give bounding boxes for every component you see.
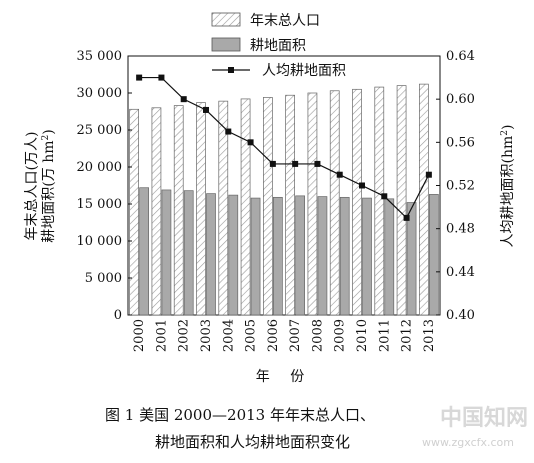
x-tick-label: 2006 (266, 319, 281, 352)
bar-population-2002 (173, 105, 184, 316)
bar-population-2000 (129, 108, 139, 316)
figure-caption-line-2: 耕地面积和人均耕地面积变化 (155, 433, 351, 451)
legend: 年末总人口 耕地面积 人均耕地面积 (211, 12, 346, 79)
bar-population-2004 (218, 100, 229, 316)
x-tick-label: 2012 (400, 319, 415, 352)
bar-farmland-2013 (429, 194, 439, 316)
bar-farmland-2011 (384, 198, 395, 316)
right-tick-label: 0.64 (446, 49, 475, 64)
left-axis-ticks: 0 5 000 10 000 15 000 20 000 25 000 30 000 35 0… (77, 49, 132, 323)
x-tick-label: 2001 (154, 319, 169, 352)
bar-farmland-2003 (206, 193, 216, 316)
bar-farmland-2004 (228, 194, 239, 316)
point-per-capita-2003 (203, 106, 209, 113)
bar-population-2007 (285, 94, 295, 316)
x-tick-label: 2000 (132, 319, 147, 352)
left-tick-label: 10 000 (77, 234, 123, 249)
right-tick-label: 0.48 (446, 222, 475, 237)
bar-farmland-2001 (161, 189, 172, 316)
right-tick-label: 0.52 (446, 179, 475, 194)
bar-population-2003 (196, 102, 206, 316)
bar-population-2009 (329, 90, 340, 316)
point-per-capita-2009 (336, 171, 343, 178)
bar-population-2012 (396, 85, 407, 316)
x-tick-label: 2005 (244, 319, 259, 352)
point-per-capita-2005 (247, 139, 254, 146)
point-per-capita-2001 (158, 74, 165, 81)
point-per-capita-2012 (403, 214, 410, 221)
bar-population-2011 (374, 86, 385, 316)
bar-farmland-2007 (295, 195, 305, 316)
x-tick-label: 2010 (355, 319, 370, 352)
bar-farmland-2002 (183, 190, 194, 316)
bar-farmland-2009 (339, 196, 350, 316)
bar-farmland-2006 (273, 196, 283, 316)
left-tick-label: 30 000 (77, 86, 123, 101)
legend-label-population: 年末总人口 (250, 13, 320, 29)
series-farmland-bars (139, 187, 439, 316)
right-tick-label: 0.56 (446, 135, 475, 150)
bar-population-2001 (151, 107, 162, 316)
left-tick-label: 5 000 (85, 271, 122, 286)
point-per-capita-2000 (136, 74, 143, 81)
bar-farmland-2008 (317, 196, 328, 316)
left-tick-label: 15 000 (77, 197, 123, 212)
bar-farmland-2005 (250, 197, 261, 316)
bar-population-2008 (307, 92, 318, 316)
x-tick-label: 2007 (288, 319, 303, 352)
left-axis-label-2: 耕地面积(万 hm2) (40, 129, 57, 242)
point-per-capita-2004 (225, 128, 232, 135)
right-axis-ticks: 0.40 0.44 0.48 0.52 0.56 0.60 0.64 (436, 49, 475, 323)
x-tick-label: 2008 (310, 319, 325, 352)
x-tick-label: 2003 (199, 319, 214, 352)
right-tick-label: 0.60 (446, 92, 475, 107)
bar-population-2006 (263, 97, 273, 316)
legend-marker-per-capita (228, 67, 234, 73)
point-per-capita-2002 (180, 96, 187, 103)
point-per-capita-2006 (269, 160, 276, 167)
bar-population-2013 (419, 83, 429, 316)
left-axis-label: 年末总人口(万人) (24, 132, 40, 241)
x-tick-label: 2009 (333, 319, 348, 352)
legend-swatch-farmland (211, 37, 241, 52)
point-per-capita-2007 (292, 160, 299, 167)
point-per-capita-2010 (359, 182, 365, 189)
point-per-capita-2013 (425, 171, 432, 178)
point-per-capita-2011 (381, 193, 388, 200)
series-per-capita-line (136, 74, 432, 221)
per-capita-line-path (139, 76, 430, 219)
legend-label-farmland: 耕地面积 (250, 37, 306, 54)
left-tick-label: 35 000 (77, 49, 123, 64)
x-tick-label: 2004 (221, 319, 236, 352)
bar-population-2010 (352, 88, 362, 316)
bar-farmland-2012 (406, 202, 417, 316)
x-tick-label: 2011 (377, 319, 392, 352)
point-per-capita-2008 (314, 160, 321, 167)
right-tick-label: 0.44 (446, 265, 475, 280)
right-axis-label: 人均耕地面积(hm2) (499, 125, 516, 248)
x-tick-label: 2002 (177, 319, 192, 352)
legend-label-per-capita: 人均耕地面积 (262, 62, 346, 79)
right-tick-label: 0.40 (446, 308, 475, 323)
x-tick-label: 2013 (422, 319, 437, 352)
x-axis-ticks: 2000 2001 2002 2003 2004 2005 2006 2007 2008 2009… (132, 319, 437, 352)
bar-population-2005 (240, 98, 251, 316)
left-tick-label: 0 (114, 308, 122, 323)
x-axis-label: 年 份 (256, 369, 312, 385)
bar-farmland-2000 (139, 187, 149, 316)
legend-swatch-population (211, 12, 241, 27)
left-tick-label: 25 000 (77, 123, 123, 138)
watermark-logo: 中国知网 (439, 406, 528, 431)
bar-farmland-2010 (362, 197, 372, 316)
series-population-bars (129, 83, 429, 316)
watermark-url: www.zgxcfx.com (422, 436, 514, 449)
figure-caption-line-1: 图 1 美国 2000—2013 年年末总人口、 (105, 406, 375, 424)
left-tick-label: 20 000 (77, 160, 123, 175)
